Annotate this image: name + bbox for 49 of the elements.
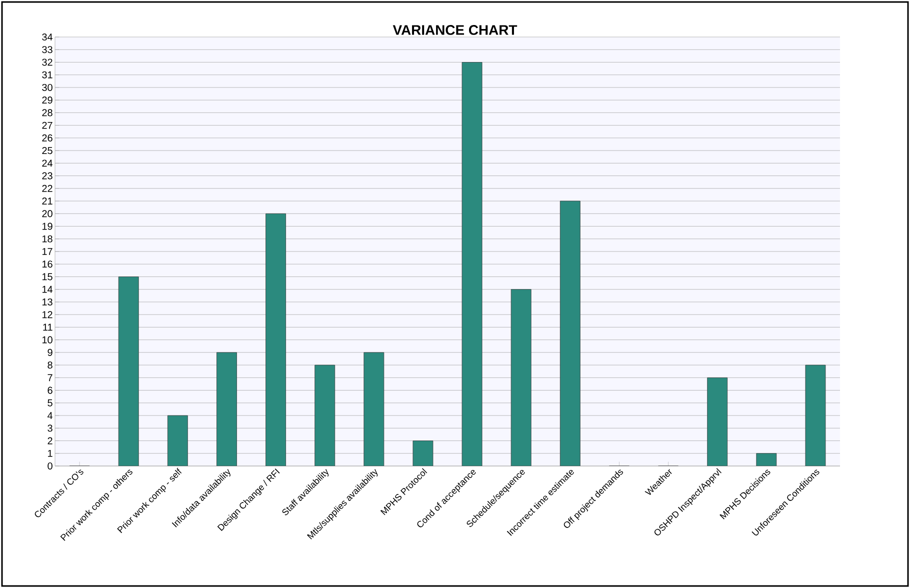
bar (167, 415, 188, 466)
bar (216, 352, 237, 466)
y-tick-label: 13 (42, 298, 52, 306)
y-tick-label: 32 (42, 58, 52, 66)
y-tick-label: 10 (42, 336, 52, 344)
y-tick-label: 34 (42, 33, 53, 41)
y-tick-label: 22 (42, 184, 52, 192)
y-tick-label: 3 (48, 424, 52, 432)
y-tick-label: 24 (42, 160, 53, 167)
y-tick-label: 1 (48, 450, 52, 457)
y-tick-label: 28 (42, 109, 52, 116)
y-tick-label: 29 (42, 96, 52, 104)
y-tick-label: 2 (48, 437, 52, 444)
bar (118, 276, 139, 466)
y-tick-label: 20 (42, 210, 52, 218)
y-tick-label: 27 (42, 122, 52, 129)
y-tick-label: 5 (48, 399, 52, 406)
y-tick-label: 30 (42, 84, 52, 91)
y-tick-label: 17 (42, 248, 52, 255)
y-tick-label: 25 (42, 147, 52, 154)
y-tick-label: 19 (42, 222, 52, 230)
y-tick-label: 16 (42, 260, 52, 268)
y-tick-label: 31 (42, 71, 52, 78)
bar (314, 364, 336, 466)
bar (756, 453, 776, 466)
y-tick-label: 7 (48, 374, 52, 382)
y-tick-label: 4 (47, 412, 53, 419)
y-tick-label: 12 (42, 311, 52, 318)
y-tick-label: 14 (42, 286, 53, 293)
bar (412, 440, 434, 466)
y-tick-label: 9 (48, 348, 52, 356)
y-tick-label: 23 (42, 172, 52, 180)
y-tick-label: 18 (42, 235, 52, 242)
bar (510, 289, 532, 466)
chart-title: VARIANCE CHART (392, 25, 518, 35)
bar (266, 213, 286, 466)
y-tick-label: 15 (42, 273, 52, 280)
y-tick-label: 21 (42, 198, 52, 205)
y-tick-label: 6 (48, 386, 52, 394)
y-tick-label: 26 (42, 134, 52, 142)
bar (560, 200, 580, 466)
bar (805, 364, 826, 466)
bar (707, 377, 728, 466)
y-tick-label: 33 (42, 46, 52, 54)
bar (364, 352, 384, 466)
bar (462, 62, 482, 466)
y-tick-label: 8 (48, 362, 52, 369)
y-tick-label: 11 (43, 324, 52, 331)
y-tick-label: 0 (48, 462, 52, 470)
